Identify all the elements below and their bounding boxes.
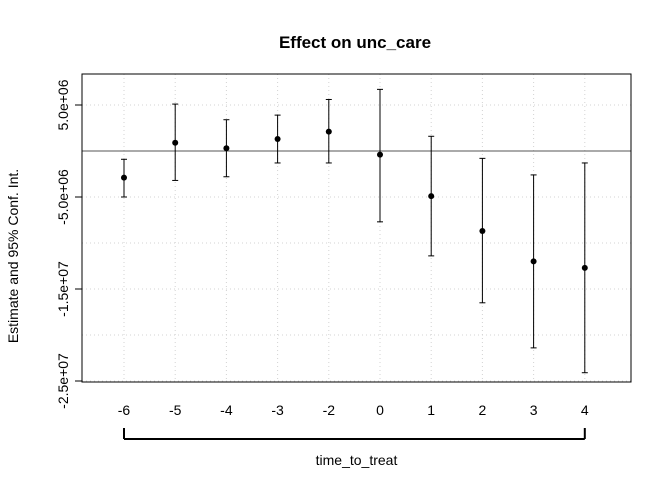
x-tick-label: 3 (530, 402, 538, 418)
error-bars (121, 88, 588, 374)
x-axis-label: time_to_treat (316, 452, 398, 468)
x-tick-label: -4 (220, 402, 233, 418)
y-axis: 5.0e+06 -5.0e+06 -1.5e+07 -2.5e+07 (55, 79, 82, 409)
x-tick-label: -5 (169, 402, 182, 418)
estimate-point (274, 136, 281, 143)
x-tick-label: -6 (118, 402, 131, 418)
estimate-point (223, 145, 230, 152)
estimate-point (377, 151, 383, 158)
x-tick-label: 2 (479, 402, 487, 418)
x-tick-label: -3 (271, 402, 284, 418)
y-tick-label: -2.5e+07 (55, 353, 71, 409)
estimate-point (172, 139, 179, 146)
x-tick-label: -2 (323, 402, 336, 418)
x-tick-label: 4 (581, 402, 589, 418)
chart-title: Effect on unc_care (279, 33, 431, 52)
grid-lines (82, 74, 631, 382)
y-tick-label: -5.0e+06 (55, 169, 71, 225)
estimate-point (530, 258, 537, 265)
estimate-point (325, 128, 332, 135)
y-axis-label: Estimate and 95% Conf. Int. (5, 169, 21, 343)
estimate-point (479, 228, 486, 235)
x-tick-label: 1 (427, 402, 435, 418)
estimate-point (121, 174, 127, 181)
estimate-points (121, 128, 588, 271)
estimate-point (428, 193, 435, 200)
plot-frame (81, 73, 632, 383)
y-tick-label: -1.5e+07 (55, 261, 71, 317)
x-axis: -6 -5 -4 -3 -2 0 1 2 3 4 (118, 402, 589, 440)
y-tick-label: 5.0e+06 (55, 79, 71, 130)
estimate-point (581, 264, 588, 271)
x-tick-label: 0 (376, 402, 384, 418)
